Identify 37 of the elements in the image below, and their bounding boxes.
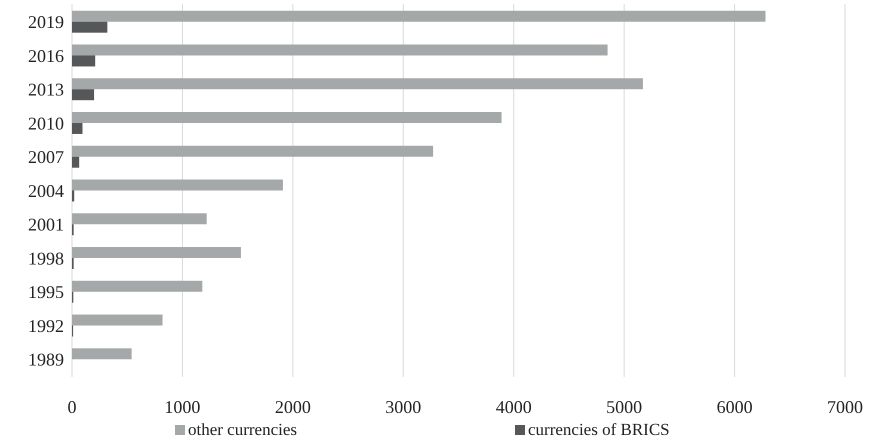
bar (72, 247, 241, 258)
bar (72, 89, 94, 100)
y-tick-label: 2013 (28, 80, 64, 100)
x-tick-label: 1000 (164, 397, 200, 417)
x-tick-label: 2000 (274, 397, 311, 417)
y-tick-label: 2007 (28, 147, 64, 168)
bar (72, 156, 80, 168)
y-tick-label: 1992 (28, 316, 64, 336)
y-tick-label: 2019 (28, 12, 64, 32)
bar (72, 146, 434, 157)
x-tick-label: 5000 (606, 397, 642, 417)
x-tick-label: 7000 (827, 397, 863, 417)
bar (72, 122, 82, 134)
bar (72, 78, 643, 90)
y-tick-label: 1998 (28, 248, 64, 268)
y-tick-label: 2004 (28, 180, 64, 201)
x-tick-label: 6000 (716, 397, 753, 417)
y-tick-label: 2010 (28, 113, 64, 134)
bar (72, 112, 502, 123)
bar (72, 213, 207, 224)
legend-label: other currencies (188, 420, 298, 439)
x-tick-label: 3000 (385, 397, 422, 417)
bar (72, 314, 163, 326)
bar (72, 44, 608, 56)
bar (72, 348, 132, 360)
y-tick-label: 1989 (28, 350, 64, 370)
bar (72, 55, 96, 66)
y-tick-label: 2001 (28, 214, 64, 235)
bar (72, 180, 283, 190)
bar (72, 280, 202, 292)
legend-label: currencies of BRICS (528, 420, 670, 439)
y-tick-label: 2016 (28, 46, 64, 66)
x-tick-label: 4000 (496, 397, 532, 417)
bar (72, 22, 108, 33)
y-tick-label: 1995 (28, 282, 64, 302)
x-tick-label: 0 (68, 397, 76, 417)
bar (72, 10, 766, 22)
